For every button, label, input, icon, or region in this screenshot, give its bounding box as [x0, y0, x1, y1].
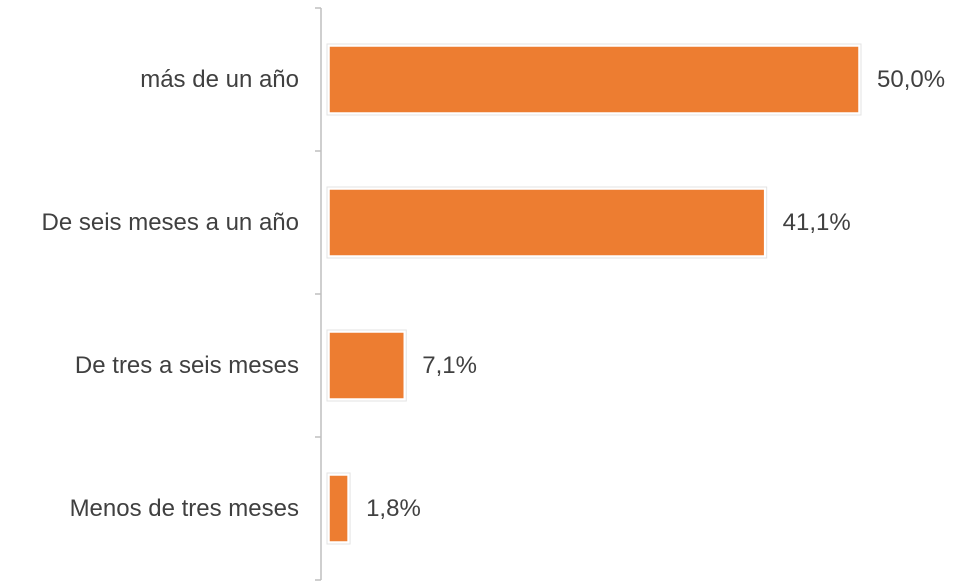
category-label: De seis meses a un año	[42, 209, 299, 236]
bar	[328, 331, 406, 400]
bar-border	[326, 329, 407, 402]
bar-border	[326, 43, 862, 116]
data-label: 1,8%	[366, 495, 421, 522]
data-label: 41,1%	[783, 209, 851, 236]
bar-border	[326, 472, 351, 545]
bar	[328, 474, 349, 543]
data-label: 50,0%	[877, 66, 945, 93]
bar	[328, 188, 766, 257]
bar	[328, 45, 860, 114]
category-axis	[315, 7, 322, 581]
bars	[326, 43, 862, 545]
category-label: Menos de tres meses	[70, 495, 299, 522]
data-label: 7,1%	[422, 352, 477, 379]
category-label: más de un año	[140, 66, 299, 93]
bar-border	[326, 186, 768, 259]
category-label: De tres a seis meses	[75, 352, 299, 379]
labels: más de un año 50,0% De seis meses a un año…	[42, 66, 946, 522]
